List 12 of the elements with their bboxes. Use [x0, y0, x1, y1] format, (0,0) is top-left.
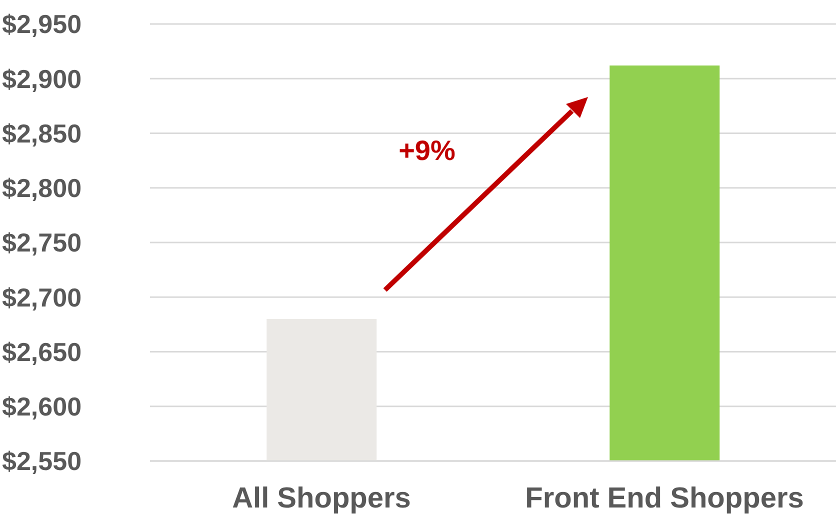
x-tick-label: Front End Shoppers	[525, 482, 804, 515]
x-tick-label: All Shoppers	[232, 482, 411, 515]
y-tick-label: $2,550	[2, 446, 82, 476]
y-tick-label: $2,900	[2, 64, 82, 94]
y-tick-label: $2,750	[2, 228, 82, 258]
y-tick-label: $2,700	[2, 282, 82, 312]
annotation: +9%	[398, 135, 456, 166]
y-tick-label: $2,600	[2, 392, 82, 422]
y-tick-label: $2,800	[2, 173, 82, 204]
y-tick-label: $2,850	[2, 118, 82, 148]
y-tick-label: $2,650	[2, 336, 82, 367]
y-tick-label: $2,950	[2, 9, 82, 40]
